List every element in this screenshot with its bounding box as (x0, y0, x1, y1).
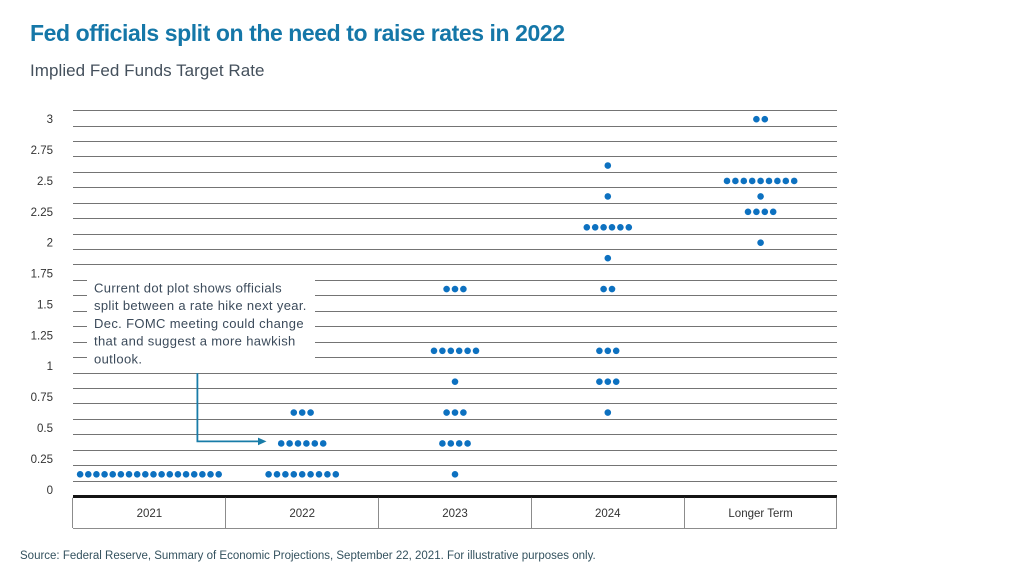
svg-text:2.5: 2.5 (37, 176, 53, 188)
svg-text:1.5: 1.5 (37, 300, 53, 312)
svg-text:0.5: 0.5 (37, 423, 53, 435)
svg-text:Current dot plot shows officia: Current dot plot shows officials (94, 281, 282, 296)
svg-text:outlook.: outlook. (94, 351, 142, 366)
svg-text:1.75: 1.75 (31, 269, 53, 281)
svg-text:1.25: 1.25 (31, 330, 53, 342)
svg-text:3: 3 (47, 114, 53, 126)
svg-text:0: 0 (47, 485, 53, 497)
svg-text:2022: 2022 (289, 508, 315, 520)
svg-text:Dec. FOMC meeting could change: Dec. FOMC meeting could change (94, 316, 304, 331)
svg-text:2021: 2021 (137, 508, 163, 520)
svg-text:0.25: 0.25 (31, 454, 53, 466)
svg-text:2.75: 2.75 (31, 145, 53, 157)
svg-text:1: 1 (47, 361, 53, 373)
svg-text:2.25: 2.25 (31, 207, 53, 219)
svg-text:split between a rate hike next: split between a rate hike next year. (94, 298, 307, 313)
svg-text:0.75: 0.75 (31, 392, 53, 404)
svg-text:2: 2 (47, 238, 53, 250)
svg-text:Longer Term: Longer Term (728, 508, 792, 520)
svg-text:2024: 2024 (595, 508, 621, 520)
svg-text:2023: 2023 (442, 508, 468, 520)
svg-text:that and suggest a more hawkis: that and suggest a more hawkish (94, 334, 296, 349)
